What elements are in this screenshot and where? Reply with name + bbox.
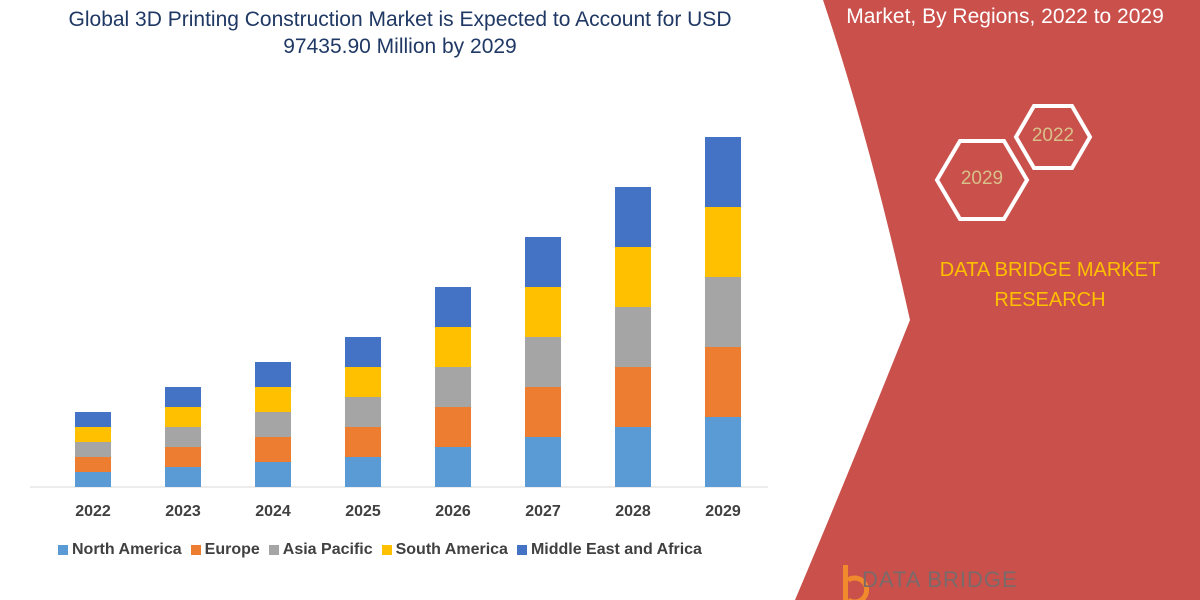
legend-swatch: [381, 545, 392, 555]
legend-label: Middle East and Africa: [530, 541, 702, 558]
x-tick-label: 2024: [255, 503, 291, 520]
bar-segment-2029-2: [705, 277, 741, 347]
bar-segment-2028-3: [615, 247, 651, 307]
panel-subtitle: Market, By Regions, 2022 to 2029: [846, 5, 1164, 28]
bar-segment-2029-3: [705, 207, 741, 277]
legend-item: Asia Pacific: [268, 541, 373, 559]
legend-label: South America: [395, 541, 508, 558]
bar-segment-2027-4: [525, 237, 561, 287]
bar-segment-2022-3: [75, 427, 111, 442]
bar-segment-2025-1: [345, 427, 381, 457]
hexagon-2029-shape: [934, 139, 1030, 221]
bar-segment-2023-3: [165, 407, 201, 427]
bar-segment-2024-0: [255, 462, 291, 487]
bar-segment-2027-3: [525, 287, 561, 337]
chart-title: Global 3D Printing Construction Market i…: [68, 8, 732, 58]
bar-segment-2022-2: [75, 442, 111, 457]
legend-swatch: [268, 545, 279, 555]
bar-segment-2023-0: [165, 467, 201, 487]
bar-segment-2027-2: [525, 337, 561, 387]
bar-segment-2029-1: [705, 347, 741, 417]
legend-item: South America: [381, 541, 508, 559]
x-tick-label: 2026: [435, 503, 471, 520]
legend: North America Europe Asia Pacific South Ame…: [58, 541, 702, 559]
bars: [75, 137, 741, 487]
legend-swatch: [58, 545, 68, 555]
logo-text: DATA BRIDGE: [862, 567, 1018, 592]
legend-label: Asia Pacific: [282, 541, 373, 558]
legend-item: Middle East and Africa: [516, 541, 702, 559]
bar-segment-2024-2: [255, 412, 291, 437]
hexagon-2029-label: 2029: [960, 168, 1004, 189]
bar-segment-2029-0: [705, 417, 741, 487]
bar-segment-2023-4: [165, 387, 201, 407]
x-tick-label: 2028: [615, 503, 651, 520]
bar-segment-2026-1: [435, 407, 471, 447]
bar-segment-2026-4: [435, 287, 471, 327]
brand-text: DATA BRIDGE MARKET RESEARCH: [939, 259, 1161, 311]
hexagon-2022-shape: [1013, 104, 1093, 170]
legend-item: Europe: [190, 541, 260, 559]
x-tick-label: 2029: [705, 503, 741, 520]
bar-segment-2023-2: [165, 427, 201, 447]
logo-icon: [843, 565, 870, 600]
bar-segment-2027-1: [525, 387, 561, 437]
bar-segment-2026-3: [435, 327, 471, 367]
legend-swatch: [516, 545, 527, 555]
hexagon-2022-label: 2022: [1031, 125, 1075, 146]
bar-segment-2026-2: [435, 367, 471, 407]
bar-segment-2024-1: [255, 437, 291, 462]
bar-segment-2029-4: [705, 137, 741, 207]
legend-item: North America: [58, 541, 182, 559]
bar-segment-2027-0: [525, 437, 561, 487]
x-tick-label: 2023: [165, 503, 201, 520]
bar-segment-2022-1: [75, 457, 111, 472]
bar-segment-2024-4: [255, 362, 291, 387]
bar-segment-2025-4: [345, 337, 381, 367]
bar-segment-2026-0: [435, 447, 471, 487]
bar-segment-2025-3: [345, 367, 381, 397]
legend-label: Europe: [204, 541, 260, 558]
x-tick-label: 2027: [525, 503, 561, 520]
x-tick-label: 2022: [75, 503, 111, 520]
bar-segment-2022-0: [75, 472, 111, 487]
bar-segment-2028-0: [615, 427, 651, 487]
bar-segment-2024-3: [255, 387, 291, 412]
legend-label: North America: [72, 541, 182, 558]
bar-segment-2023-1: [165, 447, 201, 467]
bar-segment-2028-1: [615, 367, 651, 427]
legend-swatch: [190, 545, 201, 555]
bar-segment-2028-2: [615, 307, 651, 367]
red-panel: [795, 0, 1200, 600]
bar-segment-2025-0: [345, 457, 381, 487]
bar-segment-2028-4: [615, 187, 651, 247]
x-tick-label: 2025: [345, 503, 381, 520]
bar-segment-2025-2: [345, 397, 381, 427]
bar-segment-2022-4: [75, 412, 111, 427]
